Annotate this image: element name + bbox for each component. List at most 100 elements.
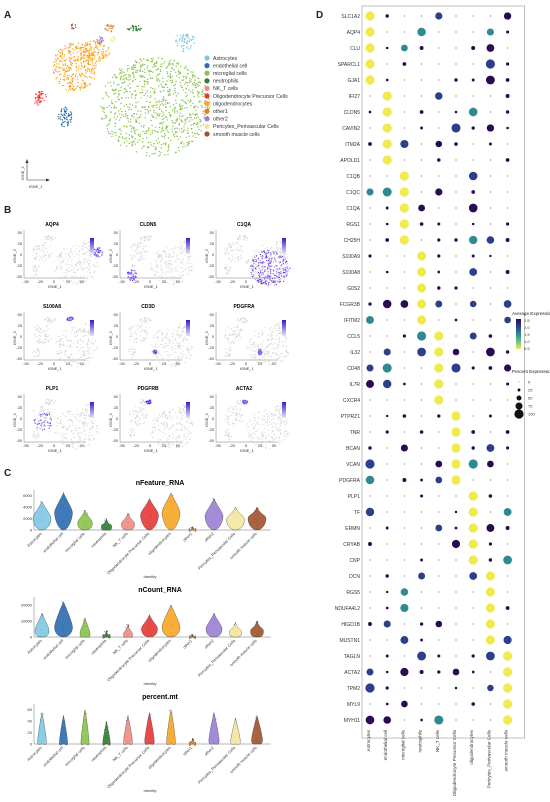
dot: [468, 539, 478, 549]
dot: [369, 639, 371, 641]
tsne-point: [135, 70, 137, 72]
cell-type-label: neutrophils: [418, 729, 423, 752]
category-tick-label: Oligodendrocyte Precursor Cells: [106, 745, 150, 789]
tsne-point: [183, 45, 185, 47]
tsne-axis-arrows: [25, 159, 50, 182]
x-tick-label: 25: [258, 443, 263, 448]
tsne-point: [176, 118, 178, 121]
dot: [468, 555, 478, 565]
x-axis-title: Identity: [144, 574, 157, 579]
tsne-point: [168, 88, 171, 91]
tsne-point: [148, 128, 150, 130]
tsne-point: [191, 140, 193, 142]
gene-label: TF: [354, 510, 360, 516]
dot: [403, 623, 405, 625]
dot: [438, 127, 440, 129]
tsne-point: [186, 69, 188, 71]
dot: [382, 299, 392, 309]
tsne-point: [105, 56, 108, 58]
dot: [471, 78, 475, 82]
tsne-point: [179, 118, 181, 120]
dot: [438, 591, 440, 593]
dot: [369, 351, 371, 353]
tsne-point: [45, 94, 47, 96]
violin-shape: [59, 715, 68, 746]
tsne-point: [112, 76, 114, 78]
tsne-point: [115, 134, 117, 137]
tsne-point: [167, 75, 169, 77]
tsne-point: [186, 94, 188, 97]
tsne-point: [156, 74, 159, 76]
tsne-point: [179, 105, 181, 107]
dot: [418, 572, 426, 580]
category-tick-label: neutrophils: [90, 745, 107, 762]
x-tick-label: 50: [80, 279, 85, 284]
tsne-point: [118, 94, 120, 96]
dot: [471, 366, 475, 370]
tsne-point: [192, 124, 194, 126]
tsne-point: [137, 117, 139, 119]
dot: [438, 47, 440, 49]
dot: [468, 491, 478, 501]
tsne-point: [100, 40, 103, 42]
tsne-point: [129, 87, 131, 89]
tsne-point: [171, 81, 174, 83]
dot: [403, 15, 405, 17]
tsne-point: [186, 47, 188, 49]
feature-plot-title: PDGFRB: [137, 386, 159, 392]
tsne-point: [74, 75, 77, 77]
dot: [455, 655, 457, 657]
tsne-point: [59, 78, 62, 80]
tsne-point: [58, 74, 60, 76]
tsne-point: [156, 104, 158, 106]
tsne-point: [191, 119, 193, 121]
tsne-point: [68, 68, 70, 70]
tsne-point: [167, 145, 170, 147]
dot: [505, 238, 510, 242]
tsne-point: [171, 131, 174, 133]
tsne-point: [154, 62, 156, 65]
tsne-point: [173, 68, 175, 71]
feature-plot-title: PDGFRA: [233, 304, 255, 310]
feature-plot-title: S100A8: [43, 304, 61, 310]
tsne-point: [64, 60, 67, 62]
tsne-point: [78, 65, 80, 67]
tsne-point: [160, 143, 163, 146]
tsne-point: [68, 47, 70, 49]
dot: [403, 271, 405, 273]
dot: [468, 171, 478, 181]
tsne-point: [183, 40, 185, 42]
tsne-point: [185, 95, 187, 98]
dot: [454, 110, 458, 114]
tsne-point: [123, 71, 125, 74]
tsne-point: [74, 49, 76, 51]
legend-label: Oligodendrocyte Precursor Cells: [213, 94, 288, 100]
dot: [438, 687, 440, 689]
tsne-point: [77, 76, 79, 79]
violin-shape: [188, 738, 197, 746]
tsne-point: [175, 80, 177, 83]
percent-legend-dot: [517, 388, 521, 392]
tsne-point: [182, 130, 184, 132]
tsne-point: [169, 59, 171, 62]
tsne-point: [174, 83, 177, 86]
tsne-point: [105, 117, 107, 119]
tsne-point: [140, 114, 142, 116]
tsne-point: [70, 54, 72, 56]
dot: [454, 142, 458, 146]
violin-title: percent.mt: [142, 694, 178, 701]
dot: [385, 414, 389, 418]
tsne-point: [87, 61, 89, 63]
tsne-point: [152, 106, 154, 109]
dot: [437, 670, 441, 674]
tsne-point: [118, 140, 120, 142]
tsne-point: [114, 125, 116, 128]
tsne-point: [140, 125, 143, 127]
dot: [369, 607, 371, 609]
tsne-point: [141, 106, 143, 109]
tsne-point: [71, 57, 73, 59]
dot: [485, 75, 495, 85]
tsne-point: [126, 78, 128, 81]
y-tick-label: 10000: [21, 619, 33, 624]
tsne-point: [178, 73, 180, 75]
